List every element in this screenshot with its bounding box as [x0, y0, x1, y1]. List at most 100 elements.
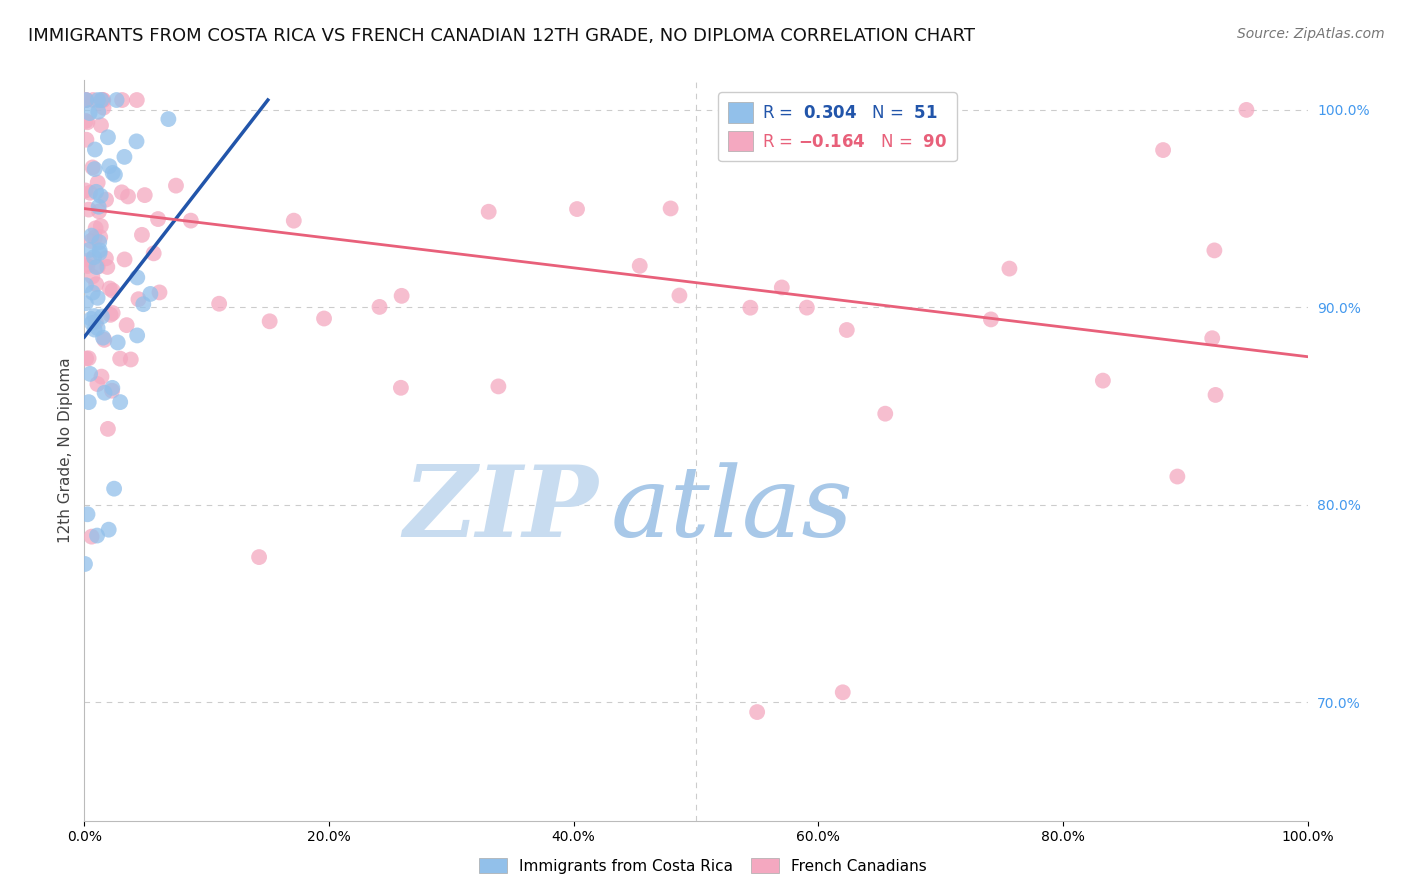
Point — [82, 285, 104, 300]
Point — [114, 252, 136, 267]
Point — [97, 422, 120, 436]
Point — [96, 260, 118, 274]
Point — [75, 93, 97, 107]
Point — [105, 93, 128, 107]
Point — [100, 308, 122, 322]
Point — [75, 184, 97, 198]
Y-axis label: 12th Grade, No Diploma: 12th Grade, No Diploma — [58, 358, 73, 543]
Point — [86, 377, 108, 392]
Point — [75, 296, 97, 310]
Point — [389, 381, 412, 395]
Point — [125, 134, 148, 148]
Point — [107, 335, 129, 350]
Point — [120, 352, 142, 367]
Point — [79, 243, 101, 257]
Point — [76, 93, 98, 107]
Point — [76, 259, 98, 273]
Point — [97, 523, 120, 537]
Point — [875, 407, 897, 421]
Text: Source: ZipAtlas.com: Source: ZipAtlas.com — [1237, 27, 1385, 41]
Point — [93, 333, 115, 347]
Point — [94, 193, 117, 207]
Point — [90, 118, 112, 132]
Point — [132, 297, 155, 311]
Point — [76, 115, 98, 129]
Point — [1236, 103, 1258, 117]
Point — [77, 395, 100, 409]
Point — [486, 379, 509, 393]
Point — [84, 277, 107, 292]
Point — [368, 300, 391, 314]
Point — [134, 188, 156, 202]
Point — [87, 200, 110, 214]
Point — [90, 93, 112, 107]
Point — [146, 212, 169, 227]
Point — [93, 385, 115, 400]
Point — [79, 252, 101, 267]
Point — [628, 259, 651, 273]
Point — [82, 93, 104, 107]
Point — [157, 112, 180, 127]
Point — [1201, 331, 1223, 345]
Point — [929, 147, 952, 161]
Point — [84, 221, 107, 235]
Point — [87, 260, 110, 274]
Point — [103, 482, 125, 496]
Point — [247, 550, 270, 565]
Point — [668, 288, 690, 302]
Point — [89, 235, 111, 249]
Point — [1205, 388, 1227, 402]
Point — [565, 202, 588, 216]
Point — [1204, 244, 1226, 258]
Point — [770, 280, 793, 294]
Point — [90, 219, 112, 233]
Point — [91, 93, 114, 107]
Point — [101, 166, 124, 180]
Point — [82, 269, 104, 284]
Point — [90, 369, 112, 384]
Point — [208, 297, 231, 311]
Legend: Immigrants from Costa Rica, French Canadians: Immigrants from Costa Rica, French Canad… — [474, 852, 932, 880]
Point — [165, 178, 187, 193]
Point — [142, 246, 165, 260]
Point — [796, 301, 818, 315]
Point — [101, 381, 124, 395]
Point — [91, 331, 114, 345]
Point — [86, 260, 108, 274]
Point — [98, 281, 121, 295]
Point — [82, 161, 104, 175]
Point — [127, 292, 149, 306]
Point — [75, 258, 97, 272]
Point — [115, 318, 138, 332]
Point — [104, 168, 127, 182]
Point — [740, 301, 762, 315]
Point — [180, 213, 202, 227]
Point — [131, 227, 153, 242]
Point — [101, 384, 124, 398]
Point — [87, 204, 110, 219]
Point — [835, 323, 858, 337]
Point — [87, 93, 110, 107]
Point — [84, 230, 107, 244]
Point — [84, 315, 107, 329]
Point — [83, 162, 105, 177]
Point — [98, 159, 121, 173]
Point — [83, 250, 105, 264]
Point — [87, 104, 110, 119]
Point — [1152, 143, 1174, 157]
Point — [84, 143, 107, 157]
Point — [79, 367, 101, 381]
Point — [86, 176, 108, 190]
Point — [91, 93, 114, 107]
Point — [127, 328, 149, 343]
Point — [148, 285, 170, 300]
Point — [86, 291, 108, 305]
Point — [80, 316, 103, 330]
Text: ZIP: ZIP — [404, 461, 598, 558]
Point — [75, 93, 97, 107]
Point — [90, 188, 112, 202]
Point — [478, 204, 501, 219]
Point — [1091, 374, 1114, 388]
Point — [75, 278, 97, 293]
Point — [86, 528, 108, 542]
